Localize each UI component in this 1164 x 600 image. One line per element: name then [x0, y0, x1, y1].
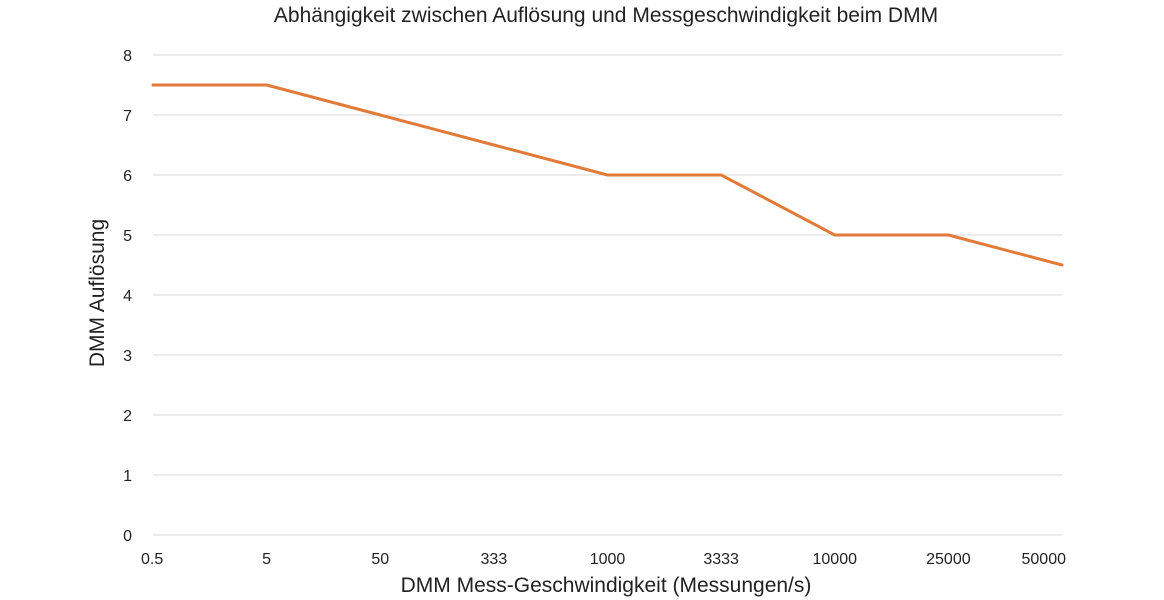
x-tick-label: 1000	[590, 551, 626, 568]
data-point	[265, 83, 269, 87]
y-tick-label: 3	[123, 348, 132, 365]
data-point	[833, 233, 837, 237]
x-axis-ticks: 0.5 5 50 333 1000 3333 10000 25000 50000	[141, 551, 1066, 568]
y-axis-ticks: 0 1 2 3 4 5 6 7 8	[123, 48, 132, 545]
x-tick-label: 50	[371, 551, 389, 568]
y-tick-label: 0	[123, 528, 132, 545]
y-tick-label: 8	[123, 48, 132, 65]
y-tick-label: 7	[123, 108, 132, 125]
y-tick-label: 5	[123, 228, 132, 245]
data-point	[946, 233, 950, 237]
y-tick-label: 6	[123, 168, 132, 185]
y-axis-title: DMM Auflösung	[86, 219, 109, 367]
grid-lines	[153, 54, 1062, 536]
y-tick-label: 1	[123, 468, 132, 485]
x-tick-label: 10000	[813, 551, 858, 568]
x-tick-label: 25000	[926, 551, 971, 568]
x-tick-label: 333	[481, 551, 508, 568]
x-tick-label: 5	[262, 551, 271, 568]
y-tick-label: 4	[123, 288, 132, 305]
x-tick-label: 3333	[703, 551, 739, 568]
series-layer	[151, 83, 1064, 267]
x-tick-label: 0.5	[141, 551, 163, 568]
data-point	[719, 173, 723, 177]
data-point	[492, 143, 496, 147]
y-tick-label: 2	[123, 408, 132, 425]
chart-title: Abhängigkeit zwischen Auflösung und Mess…	[274, 4, 938, 27]
x-axis-title: DMM Mess-Geschwindigkeit (Messungen/s)	[401, 574, 812, 597]
data-point	[378, 113, 382, 117]
data-point	[606, 173, 609, 177]
data-point	[151, 83, 155, 87]
x-tick-label: 50000	[1022, 551, 1067, 568]
data-point	[1060, 263, 1064, 267]
